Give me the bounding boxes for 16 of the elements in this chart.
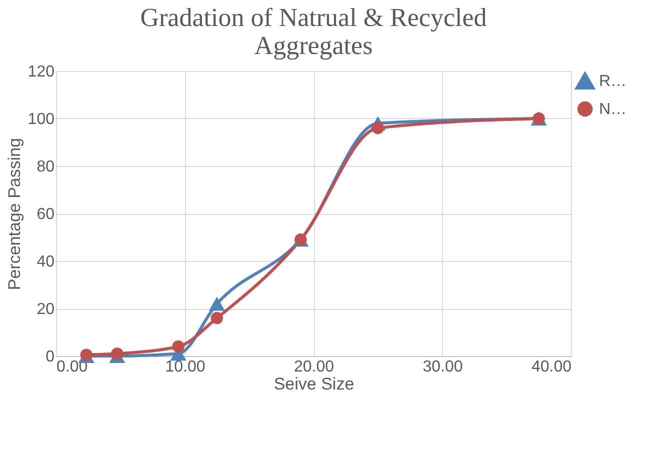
y-tick-label: 20 [36,301,55,318]
y-tick-label: 60 [36,206,55,223]
x-axis-title: Seive Size [274,374,354,394]
legend-label: R… [599,73,627,90]
y-tick-label: 0 [46,348,55,366]
y-axis-title: Percentage Passing [4,138,24,290]
x-tick-label: 40.00 [531,358,572,376]
y-tick-label: 120 [28,64,55,80]
y-tick-label: 100 [28,111,55,128]
y-tick-label: 80 [36,158,55,176]
x-tick-label: 10.00 [165,358,206,376]
chart-title: Gradation of Natrual & Recycled Aggregates [140,3,487,60]
y-tick-label: 40 [36,254,55,270]
legend-label: N… [599,101,627,118]
x-tick-label: 20.00 [294,358,334,376]
x-tick-label: 30.00 [422,358,463,376]
